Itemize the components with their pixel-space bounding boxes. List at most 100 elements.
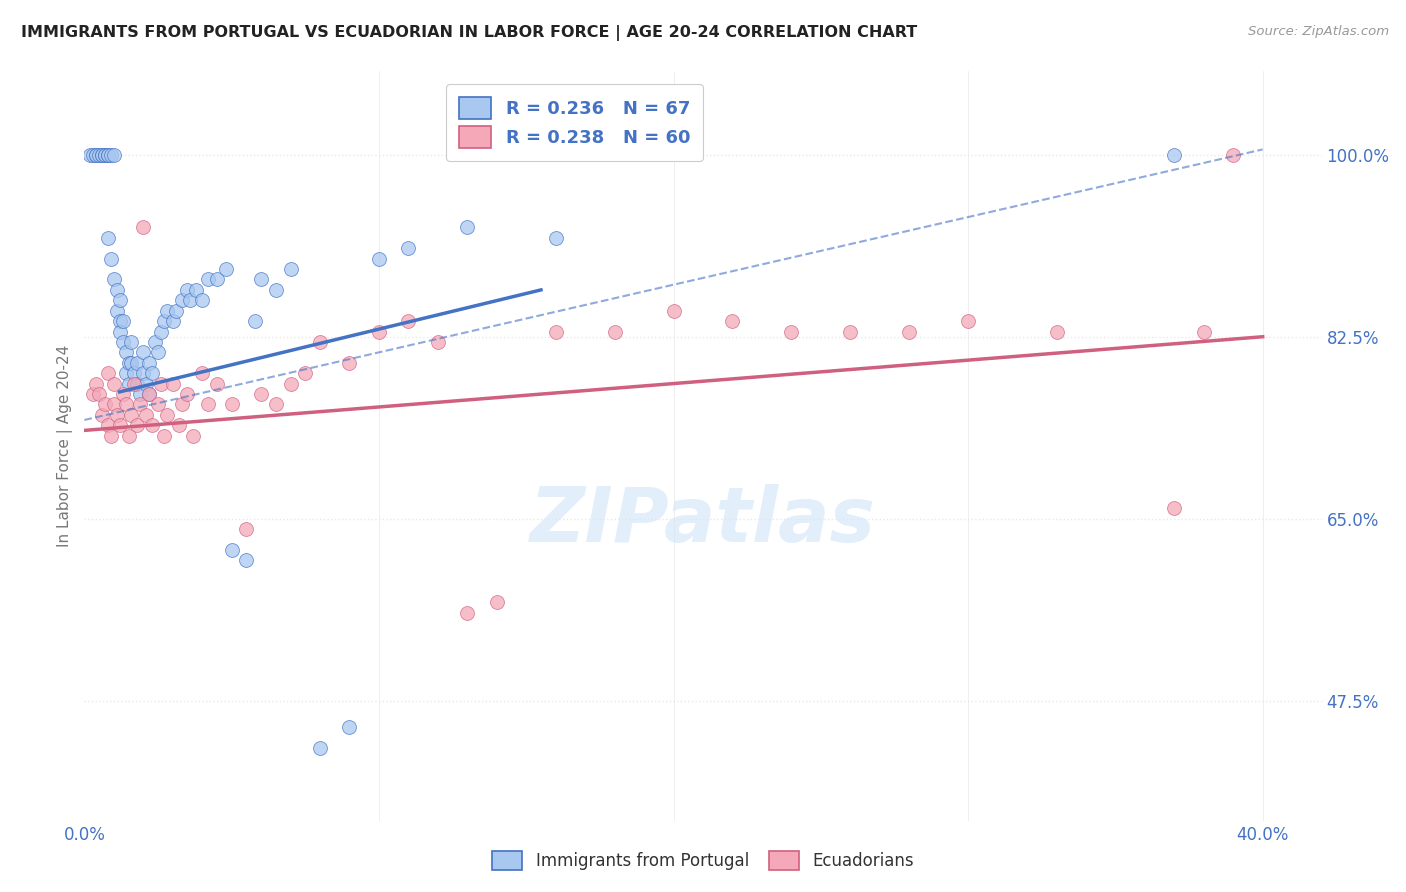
Point xyxy=(97,366,120,380)
Point xyxy=(456,220,478,235)
Point xyxy=(132,220,155,235)
Point xyxy=(162,376,184,391)
Point xyxy=(153,314,176,328)
Point xyxy=(309,334,332,349)
Point xyxy=(143,334,166,349)
Point xyxy=(97,147,120,161)
Point xyxy=(84,376,107,391)
Point xyxy=(1045,325,1067,339)
Point xyxy=(197,272,219,286)
Point xyxy=(129,397,152,411)
Point xyxy=(121,356,143,370)
Point xyxy=(165,303,187,318)
Point xyxy=(170,293,193,308)
Point xyxy=(135,376,157,391)
Point xyxy=(176,387,198,401)
Point xyxy=(82,147,104,161)
Point xyxy=(898,325,921,339)
Point xyxy=(127,356,149,370)
Point xyxy=(339,720,361,734)
Point xyxy=(105,283,128,297)
Point xyxy=(103,147,125,161)
Point xyxy=(544,231,567,245)
Point xyxy=(170,397,193,411)
Point xyxy=(245,314,267,328)
Point xyxy=(138,387,160,401)
Point xyxy=(129,387,152,401)
Point xyxy=(485,595,508,609)
Text: Source: ZipAtlas.com: Source: ZipAtlas.com xyxy=(1249,25,1389,38)
Point xyxy=(100,147,122,161)
Point xyxy=(138,387,160,401)
Point xyxy=(146,397,169,411)
Point xyxy=(191,366,214,380)
Point xyxy=(280,376,302,391)
Point xyxy=(162,314,184,328)
Point xyxy=(94,147,117,161)
Point xyxy=(156,303,179,318)
Point xyxy=(91,147,114,161)
Point xyxy=(205,376,228,391)
Point xyxy=(309,740,332,755)
Point xyxy=(100,252,122,266)
Point xyxy=(127,418,149,433)
Point xyxy=(153,428,176,442)
Point xyxy=(215,262,238,277)
Legend: Immigrants from Portugal, Ecuadorians: Immigrants from Portugal, Ecuadorians xyxy=(485,844,921,877)
Point xyxy=(191,293,214,308)
Point xyxy=(280,262,302,277)
Point xyxy=(179,293,201,308)
Point xyxy=(103,272,125,286)
Point xyxy=(156,408,179,422)
Point xyxy=(108,418,131,433)
Point xyxy=(97,231,120,245)
Point xyxy=(124,376,146,391)
Point xyxy=(1163,147,1185,161)
Point xyxy=(114,397,136,411)
Point xyxy=(111,334,134,349)
Point xyxy=(250,272,273,286)
Y-axis label: In Labor Force | Age 20-24: In Labor Force | Age 20-24 xyxy=(58,345,73,547)
Point xyxy=(103,397,125,411)
Point xyxy=(197,397,219,411)
Point xyxy=(456,606,478,620)
Point xyxy=(132,366,155,380)
Point xyxy=(117,428,139,442)
Point xyxy=(176,283,198,297)
Point xyxy=(205,272,228,286)
Point xyxy=(264,283,287,297)
Point xyxy=(544,325,567,339)
Point xyxy=(149,325,172,339)
Point xyxy=(114,345,136,359)
Point xyxy=(603,325,626,339)
Point xyxy=(127,376,149,391)
Point xyxy=(94,147,117,161)
Point xyxy=(108,314,131,328)
Point xyxy=(100,428,122,442)
Point xyxy=(167,418,190,433)
Point xyxy=(103,376,125,391)
Point xyxy=(108,293,131,308)
Point xyxy=(135,408,157,422)
Point xyxy=(368,325,391,339)
Point xyxy=(111,387,134,401)
Point xyxy=(1222,147,1244,161)
Point xyxy=(396,314,419,328)
Point xyxy=(121,408,143,422)
Point xyxy=(97,147,120,161)
Point xyxy=(94,397,117,411)
Point xyxy=(84,147,107,161)
Point xyxy=(368,252,391,266)
Point xyxy=(138,356,160,370)
Point xyxy=(1192,325,1215,339)
Point xyxy=(91,408,114,422)
Text: IMMIGRANTS FROM PORTUGAL VS ECUADORIAN IN LABOR FORCE | AGE 20-24 CORRELATION CH: IMMIGRANTS FROM PORTUGAL VS ECUADORIAN I… xyxy=(21,25,917,41)
Point xyxy=(132,345,155,359)
Point xyxy=(264,397,287,411)
Point xyxy=(87,147,110,161)
Point xyxy=(146,345,169,359)
Point xyxy=(121,334,143,349)
Point xyxy=(117,376,139,391)
Point xyxy=(221,397,243,411)
Point xyxy=(662,303,685,318)
